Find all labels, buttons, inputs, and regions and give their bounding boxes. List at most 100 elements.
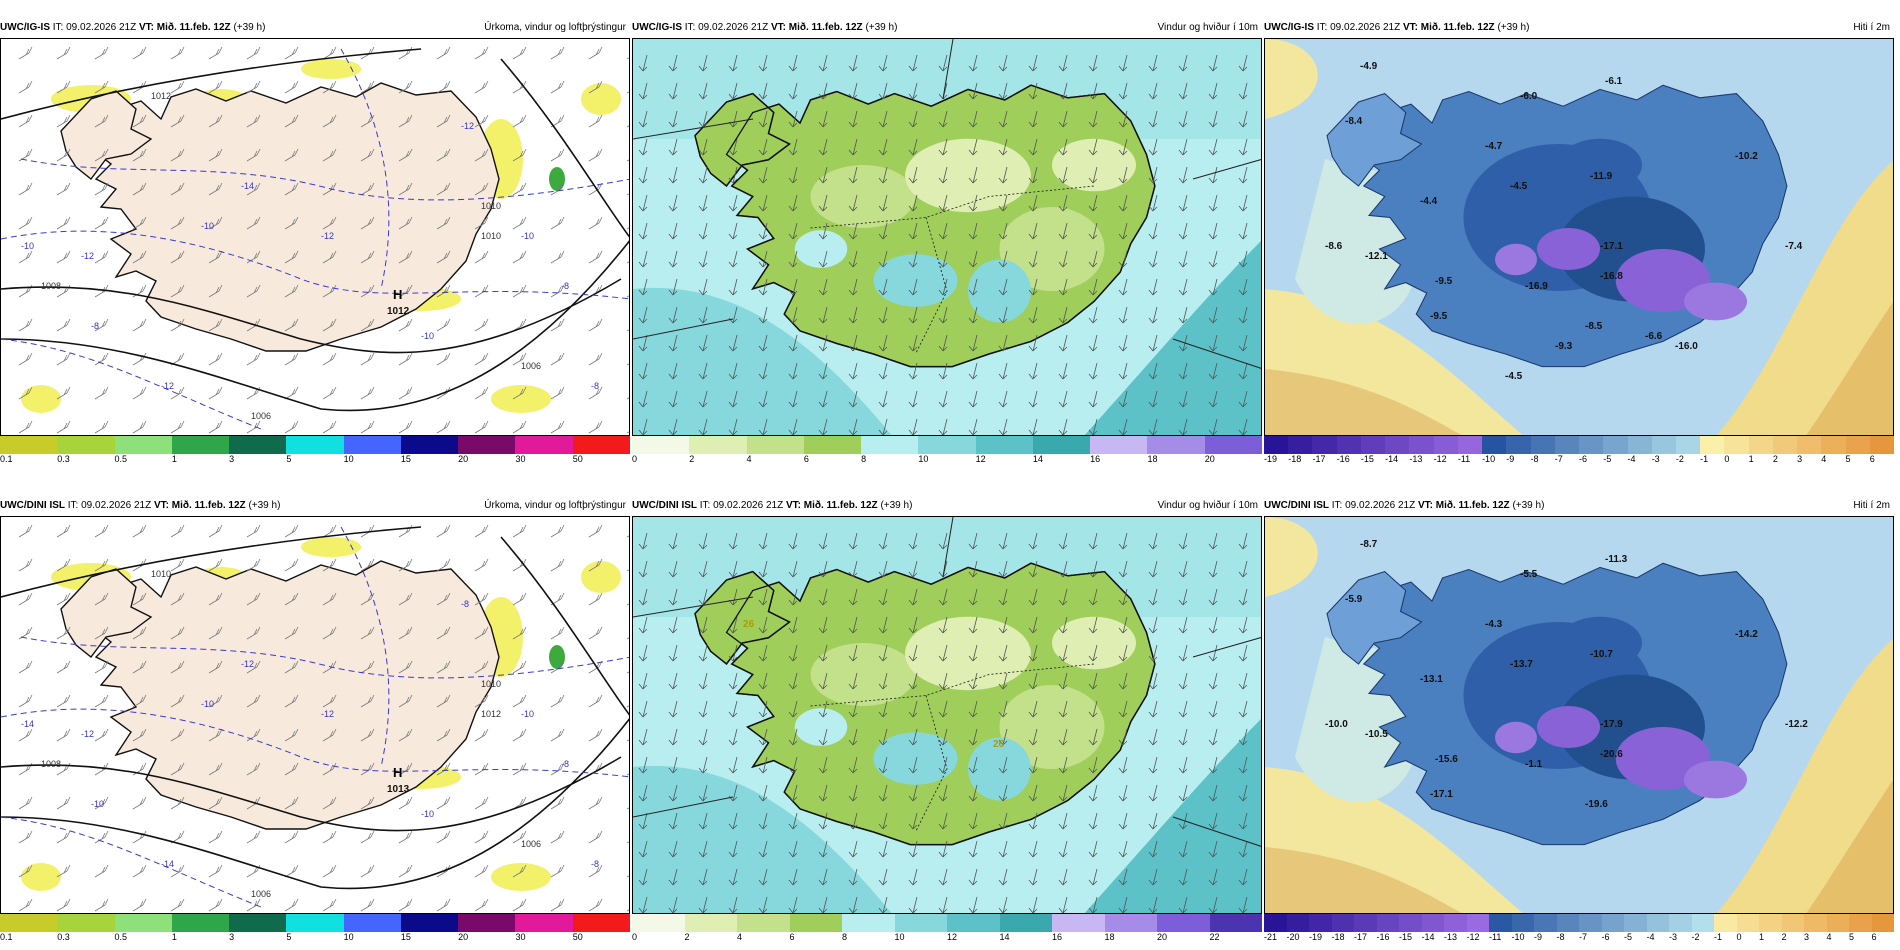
colorbar-tick-label: 0.5 — [114, 932, 128, 942]
colorbar-tick-label: 4 — [1826, 932, 1832, 942]
colorbar-tick-label: -4 — [1646, 932, 1655, 942]
temperature-contour-label: -12 — [81, 251, 94, 261]
isobar-label: 1008 — [41, 281, 61, 291]
colorbar-tick-label: 6 — [803, 454, 809, 464]
temperature-contour-label: -10 — [201, 221, 214, 231]
colorbar-segment — [1511, 914, 1534, 932]
temperature-label: -8.6 — [1325, 241, 1343, 252]
colorbar-tick-label: -11 — [1489, 932, 1502, 942]
temperature-contour-label: -14 — [161, 859, 174, 869]
colorbar-tick-label: -15 — [1399, 932, 1413, 942]
colorbar-segment — [999, 914, 1052, 932]
colorbar-tick-label: -12 — [1433, 454, 1447, 464]
colorbar-segment — [57, 436, 115, 454]
temperature-contour-label: -8 — [591, 859, 599, 869]
colorbar-segment — [1759, 914, 1782, 932]
model-name: UWC/DINI ISL — [632, 500, 697, 511]
temperature-label: -20.6 — [1600, 749, 1623, 760]
colorbar-segment — [1288, 436, 1313, 454]
isobar-label: 1010 — [481, 679, 501, 689]
colorbar-tick-label: 3 — [1797, 454, 1803, 464]
colorbar-segment — [1331, 914, 1354, 932]
panel-ig-wind: UWC/IG-IS IT: 09.02.2026 21Z VT: Mið. 11… — [632, 20, 1262, 470]
isobar-label: 1006 — [251, 411, 271, 421]
colorbar-tick-label: -20 — [1286, 932, 1300, 942]
temperature-label: -10.7 — [1590, 649, 1613, 660]
colorbar-tick-label: 5 — [286, 932, 292, 942]
colorbar-segment — [789, 914, 842, 932]
colorbar-labels: 0.1 0.3 0.5 1 3 5 10 15 20 30 50 — [0, 932, 630, 944]
colorbar-tick-label: 1 — [1748, 454, 1754, 464]
init-time: IT: 09.02.2026 21Z — [684, 22, 769, 33]
colorbar-tick-label: -11 — [1457, 454, 1471, 464]
precip-map[interactable]: 1012 1010 1008 1006 1006 1010 -10 -12 -10 -8 -12 -1… — [0, 38, 630, 436]
colorbar-tick-label: 5 — [1849, 932, 1855, 942]
colorbar-tick-label: -3 — [1669, 932, 1678, 942]
colorbar-segment — [1052, 914, 1105, 932]
lead-time: (+39 h) — [233, 22, 266, 33]
colorbar-segment — [114, 436, 172, 454]
temperature-label: -9.5 — [1435, 276, 1453, 287]
colorbar-segment — [632, 914, 685, 932]
panel-dini-precip: UWC/DINI ISL IT: 09.02.2026 21Z VT: Mið.… — [0, 498, 630, 948]
temperature-label: -5.9 — [1345, 594, 1363, 605]
colorbar-segment — [861, 436, 919, 454]
colorbar-segment — [1554, 436, 1580, 454]
colorbar-segment — [684, 914, 737, 932]
temperature-label: -15.6 — [1435, 754, 1458, 765]
colorbar-tick-label: 3 — [229, 454, 235, 464]
init-time: IT: 09.02.2026 21Z — [1331, 500, 1416, 511]
colorbar-segment — [1104, 914, 1157, 932]
lead-time: (+39 h) — [1497, 22, 1530, 33]
temperature-label: -4.3 — [1485, 619, 1503, 630]
temperature-contour-label: -10 — [421, 809, 434, 819]
colorbar-segment — [689, 436, 747, 454]
temperature-label: -16.8 — [1600, 271, 1623, 282]
colorbar-segment — [1849, 914, 1872, 932]
colorbar-labels: 0 2 4 6 8 10 12 14 16 18 20 22 — [632, 932, 1262, 944]
colorbar-tick-label: -12 — [1466, 932, 1480, 942]
colorbar-tick-label: 8 — [861, 454, 867, 464]
colorbar-tick-label: -16 — [1336, 454, 1350, 464]
temperature-map[interactable]: -8.7 -5.9 -5.5 -11.3 -4.3 -14.2 -13.7 -13.1 -10.… — [1264, 516, 1894, 914]
colorbar-segment — [842, 914, 895, 932]
colorbar-segment — [0, 436, 58, 454]
colorbar-segment — [1409, 436, 1434, 454]
high-pressure-value: 1013 — [387, 784, 410, 795]
temperature-label: -17.1 — [1430, 789, 1453, 800]
colorbar-segment — [1399, 914, 1422, 932]
colorbar-tick-label: -17 — [1312, 454, 1326, 464]
colorbar-tick-label: -7 — [1554, 454, 1563, 464]
colorbar-segment — [1032, 436, 1091, 454]
colorbar-tick-label: -15 — [1360, 454, 1374, 464]
colorbar-tick-label: 2 — [1772, 454, 1778, 464]
precip-map[interactable]: 1010 1012 1008 1006 1006 1010 -14 -12 -10 -10 -14 -… — [0, 516, 630, 914]
valid-time: VT: Mið. 11.feb. 12Z — [138, 22, 231, 33]
isobar-label: 1006 — [521, 361, 541, 371]
colorbar-segment — [1309, 914, 1332, 932]
colorbar-tick-label: -9 — [1506, 454, 1515, 464]
colorbar-segment — [1821, 436, 1846, 454]
lead-time: (+39 h) — [248, 500, 281, 511]
colorbar-segment — [1772, 436, 1798, 454]
colorbar-segment — [1433, 436, 1458, 454]
colorbar-segment — [515, 436, 573, 454]
colorbar-segment — [1354, 914, 1377, 932]
colorbar-tick-label: 10 — [894, 932, 905, 942]
colorbar-tick-label: 2 — [1781, 932, 1787, 942]
colorbar-labels: 0 2 4 6 8 10 12 14 16 18 20 — [632, 454, 1262, 466]
temperature-label: -10.2 — [1735, 151, 1758, 162]
wind-map[interactable]: 26 26 — [632, 516, 1262, 914]
colorbar — [632, 914, 1262, 932]
colorbar-segment — [1147, 436, 1205, 454]
init-time: IT: 09.02.2026 21Z — [1316, 22, 1401, 33]
panel-title: Hiti í 2m — [1853, 500, 1890, 511]
temperature-label: -9.3 — [1555, 341, 1573, 352]
wind-map[interactable] — [632, 38, 1262, 436]
colorbar-tick-label: 14 — [1032, 454, 1043, 464]
colorbar-tick-label: 0 — [1724, 454, 1730, 464]
colorbar-tick-label: 6 — [789, 932, 795, 942]
temperature-map[interactable]: -4.9 -8.4 -6.0 -6.1 -4.7 -10.2 -4.5 -4.4 -11.9 -1… — [1264, 38, 1894, 436]
panel-header: UWC/IG-IS IT: 09.02.2026 21Z VT: Mið. 11… — [0, 20, 630, 36]
colorbar-segment — [229, 914, 287, 932]
